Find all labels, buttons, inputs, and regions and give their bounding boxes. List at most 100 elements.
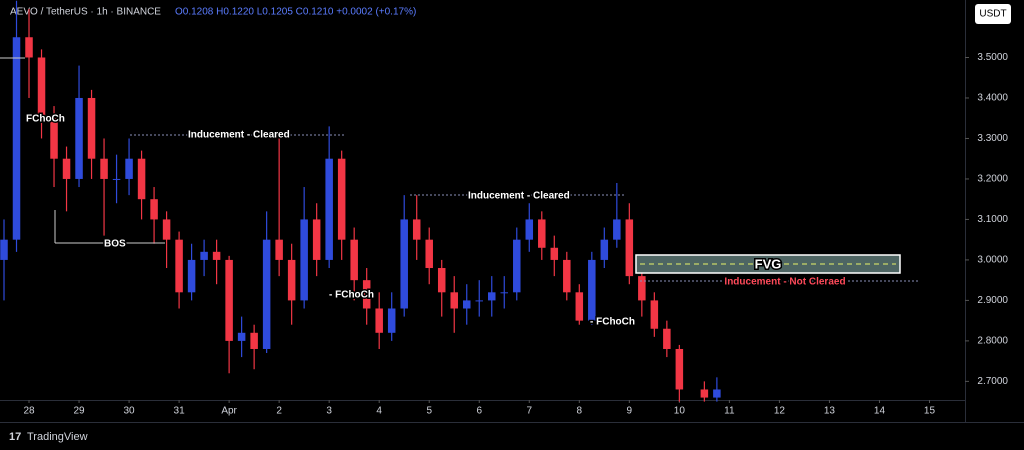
annotations: FChoCh BOS Inducement - Cleared - FChoCh Ind… [0,57,920,329]
x-tick-label: 3 [326,406,332,417]
candle-body [225,259,233,341]
candle-body [675,348,684,390]
y-tick-label: 3.4000 [977,93,1008,104]
candle-body [488,292,496,301]
candle-body [37,57,46,119]
candle-body [262,239,271,349]
candle-body [12,37,21,240]
candle-body [137,158,146,200]
currency-badge [975,4,1011,24]
candles [0,0,721,402]
x-tick-label: 15 [924,406,936,417]
annotation-label: - FChoCh [329,290,374,301]
candle-body [400,219,408,309]
y-tick-label: 3.2000 [977,174,1008,185]
candle-body [613,219,621,240]
candle-body [337,158,346,240]
x-tick-label: 10 [674,406,686,417]
x-tick-label: 7 [526,406,532,417]
candle-body [187,259,196,293]
y-tick-label: 3.1000 [977,214,1008,225]
y-tick-label: 3.3000 [977,133,1008,144]
annotation-label: - FChoCh [590,317,635,328]
candle-body [100,158,108,179]
x-tick-label: Apr [221,406,237,417]
candle-body [387,308,396,333]
candle-body [462,300,471,309]
brand-logo: 17 [9,431,21,443]
candle-body [87,97,96,159]
candle-body [513,239,521,293]
annotation-label: Inducement - Cleared [468,191,570,202]
candle-body [62,158,71,179]
x-tick-label: 13 [824,406,836,417]
candle-body [600,239,609,260]
x-tick-label: 11 [724,406,735,417]
candle-body [412,219,421,240]
x-tick-label: 29 [73,406,85,417]
candle-body [275,239,283,260]
annotation-label: Inducement - Not Cleraed [724,277,845,288]
x-tick-label: 5 [426,406,432,417]
candle-body [437,268,446,293]
x-tick-label: 30 [124,406,136,417]
annotation-label: Inducement - Cleared [188,130,290,141]
candle-body [450,292,458,309]
candle-body [375,308,383,333]
x-tick-label: 12 [774,406,786,417]
candle-body [538,219,546,248]
candle-body [663,328,671,349]
candle-body [575,292,584,321]
annotation-label: FVG [755,256,782,271]
brand-name: TradingView [27,431,88,443]
candle-body [425,239,433,269]
candle-body [25,37,33,58]
candle-body [700,389,709,398]
candle-body [125,158,133,179]
candle-body [312,219,321,260]
candle-body [500,292,509,294]
y-tick-label: 2.7000 [977,376,1008,387]
y-tick-label: 3.5000 [977,52,1008,63]
ohlc-readout: O0.1208 H0.1220 L0.1205 C0.1210 +0.0002 … [175,7,416,18]
candle-body [525,219,534,240]
annotation-label: FChoCh [26,114,65,125]
x-tick-label: 6 [476,406,482,417]
candle-body [0,239,8,260]
candle-body [625,219,634,277]
candle-body [150,199,158,220]
candle-body [237,332,246,341]
candle-body [112,178,121,180]
x-tick-label: 28 [23,406,35,417]
candle-body [175,239,183,293]
x-tick-label: 9 [627,406,633,417]
candle-body [50,118,58,159]
x-tick-label: 8 [577,406,583,417]
x-tick-label: 31 [174,406,186,417]
candle-body [200,251,208,260]
candle-body [350,239,358,281]
x-tick-label: 2 [276,406,282,417]
candle-body [588,259,596,321]
candle-body [75,97,83,179]
annotation-label: BOS [104,239,126,250]
candle-body [550,247,559,260]
candle-body [300,219,308,301]
chart-title: AEVO / TetherUS · 1h · BINANCE [10,7,161,18]
candle-body [362,280,371,309]
y-tick-label: 3.0000 [977,255,1008,266]
candle-body [287,259,296,301]
candle-body [212,251,221,260]
candle-body [250,332,258,349]
x-tick-label: 14 [874,406,886,417]
candle-body [713,389,721,398]
candle-body [325,158,333,260]
candle-body [650,300,659,329]
candle-body [638,276,646,301]
x-tick-label: 4 [376,406,382,417]
y-tick-label: 2.9000 [977,295,1008,306]
y-tick-label: 2.8000 [977,336,1008,347]
